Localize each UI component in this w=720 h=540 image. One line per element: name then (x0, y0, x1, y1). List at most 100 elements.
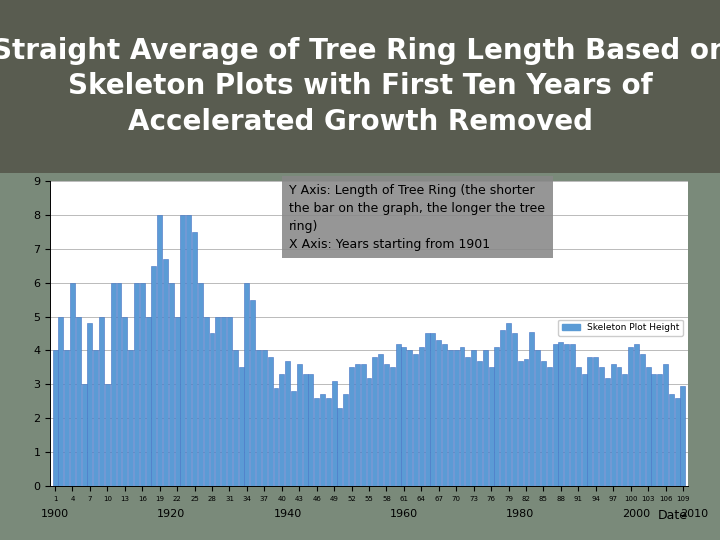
Bar (559, 342, 563, 486)
Bar (529, 332, 534, 486)
Bar (291, 391, 296, 486)
Text: 1980: 1980 (506, 509, 534, 519)
Bar (210, 334, 215, 486)
Bar (338, 408, 343, 486)
Bar (652, 374, 657, 486)
Bar (622, 374, 627, 486)
Bar (582, 374, 587, 486)
Bar (459, 347, 464, 486)
Legend: Skeleton Plot Height: Skeleton Plot Height (558, 320, 683, 336)
Bar (332, 381, 336, 486)
Bar (489, 367, 494, 486)
Bar (122, 316, 127, 486)
Bar (675, 398, 680, 486)
Bar (227, 316, 232, 486)
Text: 2000: 2000 (622, 509, 650, 519)
Text: Date: Date (657, 509, 688, 522)
Bar (274, 388, 279, 486)
Bar (285, 361, 290, 486)
Bar (204, 316, 209, 486)
Bar (454, 350, 459, 486)
Text: 1940: 1940 (274, 509, 302, 519)
Bar (465, 357, 470, 486)
Bar (70, 282, 75, 486)
Bar (413, 354, 418, 486)
Bar (616, 367, 621, 486)
Bar (233, 350, 238, 486)
Text: 2010: 2010 (680, 509, 708, 519)
Bar (395, 343, 400, 486)
Bar (408, 350, 412, 486)
Bar (483, 350, 487, 486)
Bar (134, 282, 139, 486)
Bar (646, 367, 651, 486)
Bar (215, 316, 220, 486)
Bar (500, 330, 505, 486)
Bar (64, 350, 69, 486)
Bar (105, 384, 110, 486)
Bar (256, 350, 261, 486)
Bar (145, 316, 150, 486)
Bar (576, 367, 581, 486)
Bar (238, 367, 243, 486)
Bar (163, 259, 168, 486)
Bar (361, 364, 366, 486)
Bar (221, 316, 226, 486)
Bar (495, 347, 500, 486)
Bar (308, 374, 313, 486)
Bar (76, 316, 81, 486)
Bar (546, 367, 552, 486)
Bar (570, 343, 575, 486)
Bar (663, 364, 668, 486)
Text: Y Axis: Length of Tree Ring (the shorter
the bar on the graph, the longer the tr: Y Axis: Length of Tree Ring (the shorter… (289, 184, 545, 251)
Bar (431, 334, 436, 486)
Bar (605, 377, 610, 486)
Bar (390, 367, 395, 486)
Bar (268, 357, 273, 486)
Bar (117, 282, 122, 486)
Bar (541, 361, 546, 486)
Bar (251, 300, 255, 486)
Bar (186, 215, 192, 486)
Bar (151, 266, 156, 486)
Bar (355, 364, 360, 486)
Bar (552, 343, 557, 486)
Bar (477, 361, 482, 486)
Bar (279, 374, 284, 486)
Bar (314, 398, 319, 486)
Bar (58, 316, 63, 486)
Bar (384, 364, 389, 486)
Text: 1960: 1960 (390, 509, 418, 519)
Bar (669, 394, 674, 486)
Bar (366, 377, 372, 486)
Bar (349, 367, 354, 486)
Bar (343, 394, 348, 486)
Bar (262, 350, 267, 486)
Bar (640, 354, 644, 486)
Bar (175, 316, 179, 486)
Bar (657, 374, 662, 486)
Bar (680, 386, 685, 486)
Bar (128, 350, 133, 486)
Bar (111, 282, 116, 486)
Bar (593, 357, 598, 486)
Bar (372, 357, 377, 486)
Bar (244, 282, 249, 486)
Bar (442, 343, 447, 486)
Bar (94, 350, 98, 486)
Bar (169, 282, 174, 486)
Text: 1900: 1900 (41, 509, 69, 519)
Bar (157, 215, 162, 486)
Bar (425, 334, 430, 486)
Bar (512, 334, 517, 486)
Bar (419, 347, 424, 486)
Bar (402, 347, 406, 486)
Bar (448, 350, 453, 486)
Bar (634, 343, 639, 486)
Bar (181, 215, 186, 486)
Bar (588, 357, 593, 486)
Bar (87, 323, 92, 486)
Bar (599, 367, 604, 486)
Bar (140, 282, 145, 486)
Bar (198, 282, 203, 486)
